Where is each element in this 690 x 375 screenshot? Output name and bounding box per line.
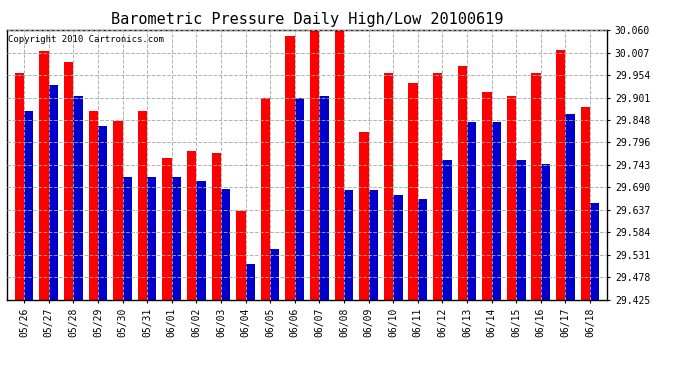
Bar bbox=[556, 50, 565, 300]
Bar bbox=[507, 96, 516, 300]
Bar bbox=[172, 177, 181, 300]
Bar bbox=[310, 30, 319, 300]
Bar bbox=[442, 160, 452, 300]
Title: Barometric Pressure Daily High/Low 20100619: Barometric Pressure Daily High/Low 20100… bbox=[111, 12, 503, 27]
Bar bbox=[64, 62, 73, 300]
Bar bbox=[88, 111, 98, 300]
Bar bbox=[24, 111, 34, 300]
Bar bbox=[433, 72, 442, 300]
Bar bbox=[221, 189, 230, 300]
Bar bbox=[286, 36, 295, 300]
Bar bbox=[319, 96, 328, 300]
Bar bbox=[491, 122, 501, 300]
Bar bbox=[49, 85, 58, 300]
Bar bbox=[123, 177, 132, 300]
Bar bbox=[187, 151, 197, 300]
Bar bbox=[295, 98, 304, 300]
Bar bbox=[393, 195, 402, 300]
Bar bbox=[197, 181, 206, 300]
Bar bbox=[457, 66, 467, 300]
Bar bbox=[236, 211, 246, 300]
Bar bbox=[162, 158, 172, 300]
Bar bbox=[359, 132, 368, 300]
Bar bbox=[580, 107, 590, 300]
Bar bbox=[212, 153, 221, 300]
Bar bbox=[565, 114, 575, 300]
Bar bbox=[138, 111, 147, 300]
Bar bbox=[467, 122, 476, 300]
Bar bbox=[14, 72, 24, 300]
Bar bbox=[482, 92, 491, 300]
Bar bbox=[590, 204, 600, 300]
Text: Copyright 2010 Cartronics.com: Copyright 2010 Cartronics.com bbox=[8, 35, 164, 44]
Bar bbox=[384, 72, 393, 300]
Bar bbox=[335, 24, 344, 300]
Bar bbox=[531, 74, 541, 300]
Bar bbox=[147, 177, 157, 300]
Bar bbox=[261, 98, 270, 300]
Bar bbox=[408, 83, 417, 300]
Bar bbox=[270, 249, 279, 300]
Bar bbox=[368, 190, 378, 300]
Bar bbox=[516, 160, 526, 300]
Bar bbox=[73, 96, 83, 300]
Bar bbox=[39, 51, 49, 300]
Bar bbox=[541, 164, 550, 300]
Bar bbox=[246, 264, 255, 300]
Bar bbox=[98, 126, 107, 300]
Bar bbox=[417, 199, 427, 300]
Bar bbox=[344, 190, 353, 300]
Bar bbox=[113, 122, 123, 300]
